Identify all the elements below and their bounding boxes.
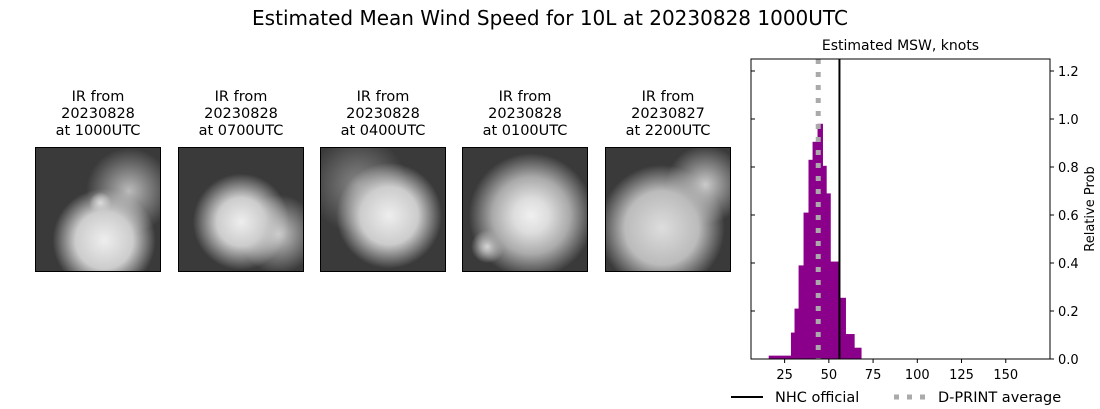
chart-title: Estimated MSW, knots [822, 38, 979, 54]
histogram-bar [768, 355, 792, 359]
x-tick-label: 25 [776, 368, 793, 383]
ir-satellite-image [320, 147, 446, 272]
panel-label: IR from 20230828 at 0700UTC [161, 89, 321, 140]
panel-label-line: at 0100UTC [482, 123, 568, 139]
histogram-bar [808, 159, 814, 359]
histogram-bar [794, 308, 800, 359]
panel-label-line: 20230828 [61, 106, 135, 122]
panel-label-line: at 2200UTC [625, 123, 711, 139]
histogram-bar [812, 141, 819, 359]
histogram-bar [845, 334, 855, 359]
panel-label-line: 20230827 [631, 106, 705, 122]
histogram-bar [826, 193, 831, 359]
panel-label-line: at 0700UTC [198, 123, 284, 139]
ir-satellite-image [605, 147, 731, 272]
panel-label-line: at 1000UTC [55, 123, 141, 139]
ir-satellite-image [35, 147, 161, 272]
panel-label-line: 20230828 [204, 106, 278, 122]
x-tick-label: 125 [949, 368, 974, 383]
histogram-bar [830, 261, 839, 359]
panel-label-line: IR from [214, 89, 268, 105]
histogram-bar [790, 332, 796, 359]
panel-label-line: IR from [71, 89, 125, 105]
panel-label: IR from 20230828 at 0400UTC [303, 89, 463, 140]
y-tick-label: 1.0 [1058, 113, 1079, 128]
panel-label: IR from 20230828 at 1000UTC [18, 89, 178, 140]
panel-label-line: at 0400UTC [340, 123, 426, 139]
histogram-bar [854, 347, 862, 359]
figure-title: Estimated Mean Wind Speed for 10L at 202… [252, 6, 848, 30]
ir-satellite-image [462, 147, 588, 272]
panel-label-line: IR from [641, 89, 695, 105]
histogram-bar [838, 297, 846, 359]
panel-label: IR from 20230827 at 2200UTC [588, 89, 748, 140]
histogram-bar [798, 265, 805, 359]
panel-label-line: IR from [356, 89, 410, 105]
y-tick-label: 0.8 [1058, 161, 1079, 176]
y-axis-label: Relative Prob [1083, 166, 1098, 251]
y-tick-label: 0.6 [1058, 209, 1079, 224]
panel-label-line: 20230828 [346, 106, 420, 122]
x-tick-label: 100 [905, 368, 930, 383]
x-tick-label: 150 [993, 368, 1018, 383]
y-tick-label: 0.0 [1058, 353, 1079, 368]
legend-nhc-label: NHC official [775, 390, 859, 406]
x-tick-label: 75 [865, 368, 882, 383]
y-tick-label: 0.4 [1058, 257, 1079, 272]
panel-label: IR from 20230828 at 0100UTC [445, 89, 605, 140]
ir-satellite-image [178, 147, 304, 272]
y-tick-label: 1.2 [1058, 65, 1079, 80]
histogram-bar [822, 165, 827, 359]
x-tick-label: 50 [821, 368, 838, 383]
y-tick-label: 0.2 [1058, 305, 1079, 320]
plot-frame [750, 58, 1051, 360]
panel-label-line: 20230828 [488, 106, 562, 122]
histogram-bar [803, 212, 809, 359]
panel-label-line: IR from [498, 89, 552, 105]
legend-dprint-label: D-PRINT average [938, 390, 1061, 406]
